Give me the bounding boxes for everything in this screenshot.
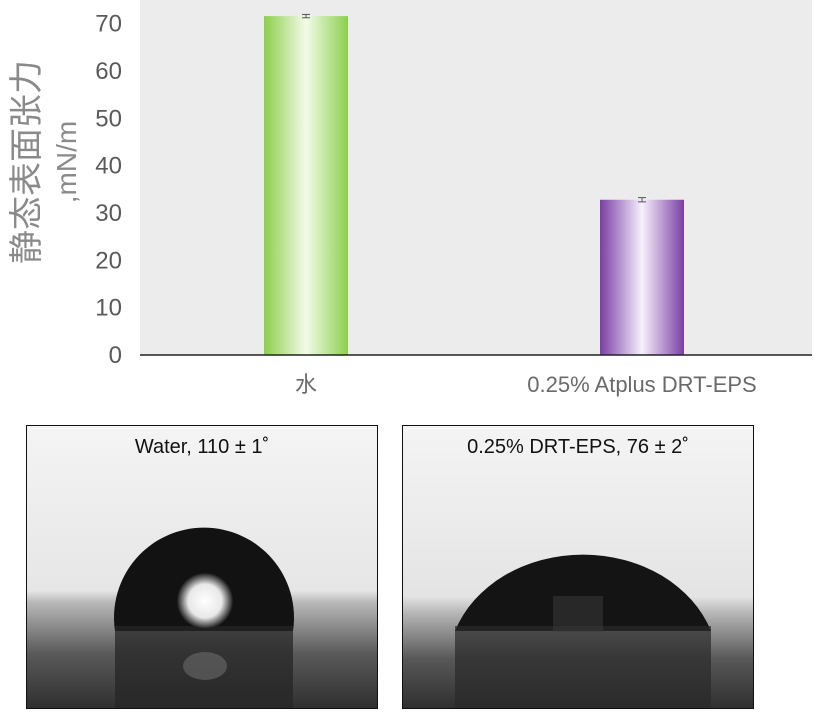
- y-tick-label: 20: [95, 247, 122, 274]
- y-tick-label: 70: [95, 11, 122, 38]
- y-tick-label: 60: [95, 58, 122, 85]
- photo-caption: Water, 110 ± 1˚: [134, 436, 270, 458]
- error-bar: [302, 13, 310, 19]
- plot-area: [140, 0, 812, 355]
- photo-caption: 0.25% DRT-EPS, 76 ± 2˚: [467, 436, 689, 458]
- y-tick-label: 30: [95, 200, 122, 227]
- bar-chart: 0 10 20 30 40 50 60 70 水 0.25% Atplus DRT-EPS 静态…: [7, 0, 812, 397]
- y-axis-label: 静态表面张力: [7, 60, 47, 264]
- x-category-label: 0.25% Atplus DRT-EPS: [527, 372, 757, 397]
- water-droplet-photo: Water, 110 ± 1˚: [26, 425, 378, 709]
- y-tick-label: 40: [95, 153, 122, 180]
- bar: [264, 16, 348, 356]
- drt-eps-droplet-photo: 0.25% DRT-EPS, 76 ± 2˚: [402, 425, 754, 709]
- x-category-label: 水: [295, 372, 317, 397]
- y-tick-label: 10: [95, 295, 122, 322]
- y-tick-label: 50: [95, 105, 122, 132]
- bar: [600, 199, 684, 355]
- error-bar: [638, 197, 646, 203]
- y-axis-unit: ,mN/m: [51, 121, 82, 203]
- y-tick-label: 0: [109, 342, 122, 369]
